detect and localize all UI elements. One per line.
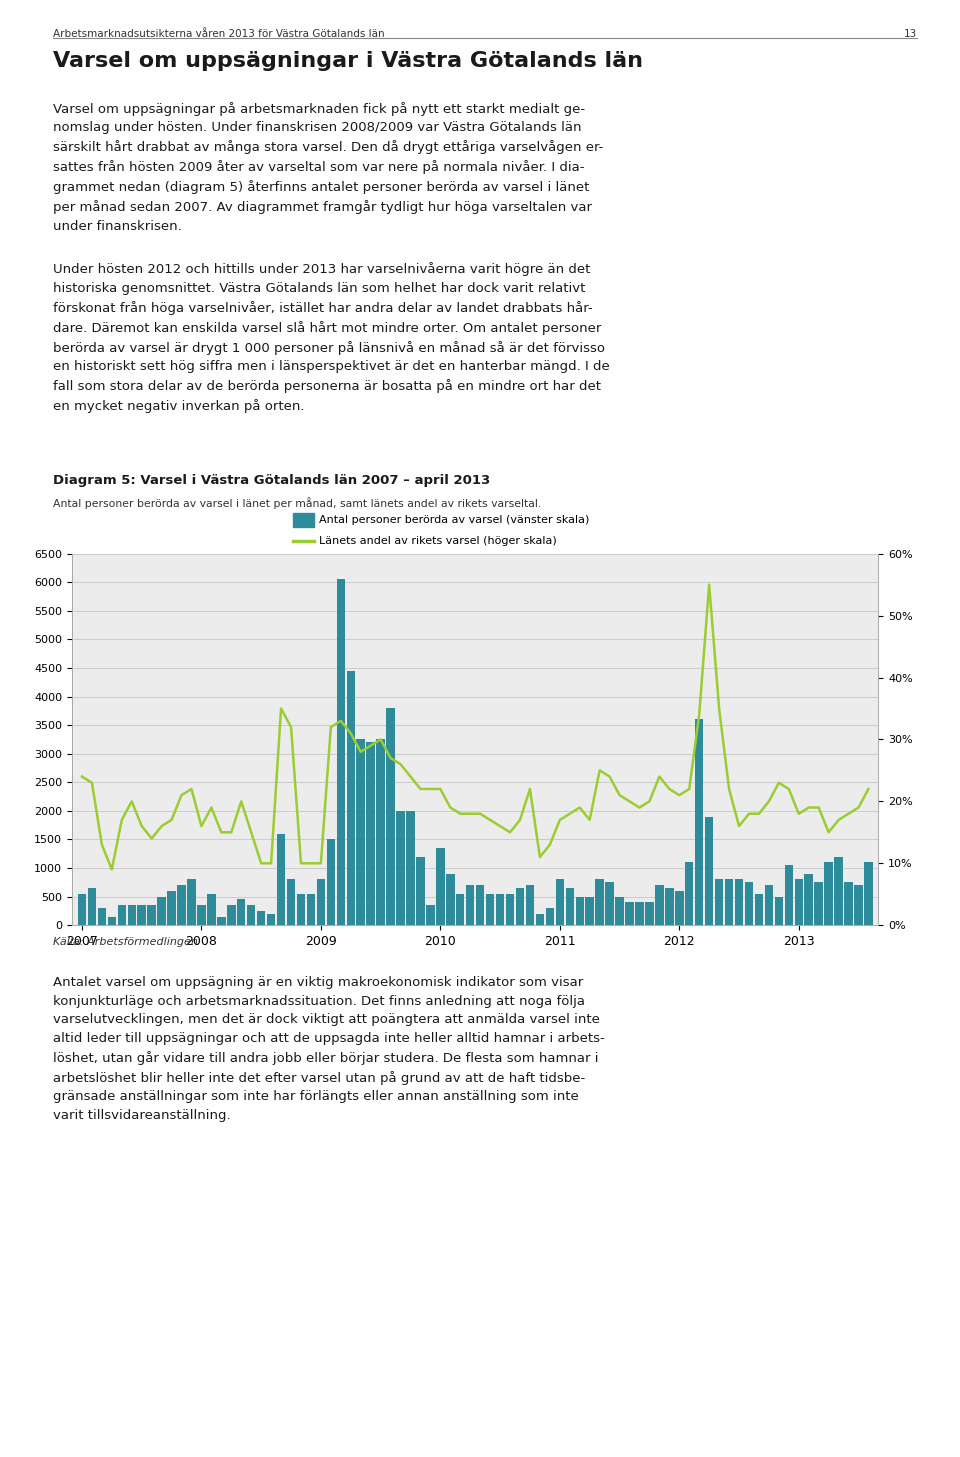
Bar (665, 889, 674, 925)
Bar (347, 670, 355, 925)
Bar (506, 893, 515, 925)
Bar (356, 740, 365, 925)
Bar (297, 893, 305, 925)
Bar (237, 899, 246, 925)
Bar (187, 880, 196, 925)
Bar (367, 742, 375, 925)
Bar (228, 905, 235, 925)
Bar (257, 911, 265, 925)
Bar (87, 889, 96, 925)
Bar (456, 893, 465, 925)
Bar (834, 857, 843, 925)
Bar (545, 908, 554, 925)
Bar (586, 896, 594, 925)
Bar (476, 886, 485, 925)
Bar (864, 863, 873, 925)
Bar (466, 886, 474, 925)
Bar (326, 839, 335, 925)
Bar (675, 890, 684, 925)
Bar (117, 905, 126, 925)
Text: Antalet varsel om uppsägning är en viktig makroekonomisk indikator som visar
kon: Antalet varsel om uppsägning är en vikti… (53, 976, 605, 1122)
Bar (247, 905, 255, 925)
Text: Under hösten 2012 och hittills under 2013 har varselnivåerna varit högre än det
: Under hösten 2012 och hittills under 201… (53, 262, 610, 414)
Text: Diagram 5: Varsel i Västra Götalands län 2007 – april 2013: Diagram 5: Varsel i Västra Götalands län… (53, 474, 490, 487)
Bar (745, 883, 754, 925)
Bar (496, 893, 504, 925)
Bar (78, 893, 86, 925)
Bar (755, 893, 763, 925)
Bar (148, 905, 156, 925)
Bar (98, 908, 107, 925)
Bar (197, 905, 205, 925)
Text: Varsel om uppsägningar på arbetsmarknaden fick på nytt ett starkt medialt ge-
no: Varsel om uppsägningar på arbetsmarknade… (53, 102, 603, 233)
Bar (734, 880, 743, 925)
Bar (207, 893, 216, 925)
Bar (595, 880, 604, 925)
Bar (536, 914, 544, 925)
Bar (775, 896, 783, 925)
Bar (178, 886, 185, 925)
Bar (108, 916, 116, 925)
Bar (725, 880, 733, 925)
Bar (287, 880, 296, 925)
Bar (167, 890, 176, 925)
Bar (526, 886, 534, 925)
Bar (765, 886, 773, 925)
Bar (715, 880, 723, 925)
Bar (406, 812, 415, 925)
Bar (655, 886, 663, 925)
Text: Antal personer berörda av varsel i länet per månad, samt länets andel av rikets : Antal personer berörda av varsel i länet… (53, 497, 541, 508)
Bar (267, 914, 276, 925)
Bar (784, 865, 793, 925)
Bar (705, 816, 713, 925)
Bar (157, 896, 166, 925)
Bar (337, 580, 345, 925)
Bar (276, 833, 285, 925)
Bar (685, 863, 693, 925)
Bar (844, 883, 852, 925)
Bar (137, 905, 146, 925)
Bar (556, 880, 564, 925)
Bar (417, 857, 424, 925)
Bar (486, 893, 494, 925)
Text: Källa: Arbetsförmedlingen: Källa: Arbetsförmedlingen (53, 937, 198, 947)
Bar (565, 889, 574, 925)
Text: Arbetsmarknadsutsikterna våren 2013 för Västra Götalands län: Arbetsmarknadsutsikterna våren 2013 för … (53, 29, 384, 39)
Bar (606, 883, 613, 925)
Text: Antal personer berörda av varsel (vänster skala): Antal personer berörda av varsel (vänste… (319, 516, 589, 525)
Bar (386, 708, 395, 925)
Bar (317, 880, 325, 925)
Bar (396, 812, 405, 925)
Bar (376, 740, 385, 925)
Text: Länets andel av rikets varsel (höger skala): Länets andel av rikets varsel (höger ska… (319, 536, 557, 545)
Bar (804, 874, 813, 925)
Bar (854, 886, 863, 925)
Bar (128, 905, 136, 925)
Bar (795, 880, 803, 925)
Text: 13: 13 (903, 29, 917, 39)
Bar (636, 902, 644, 925)
Bar (306, 893, 315, 925)
Bar (645, 902, 654, 925)
Bar (814, 883, 823, 925)
Bar (695, 720, 704, 925)
Bar (615, 896, 624, 925)
Bar (446, 874, 454, 925)
Bar (516, 889, 524, 925)
Bar (825, 863, 833, 925)
Text: Varsel om uppsägningar i Västra Götalands län: Varsel om uppsägningar i Västra Götaland… (53, 51, 643, 71)
Bar (575, 896, 584, 925)
Bar (625, 902, 634, 925)
Bar (436, 848, 444, 925)
Bar (217, 916, 226, 925)
Bar (426, 905, 435, 925)
